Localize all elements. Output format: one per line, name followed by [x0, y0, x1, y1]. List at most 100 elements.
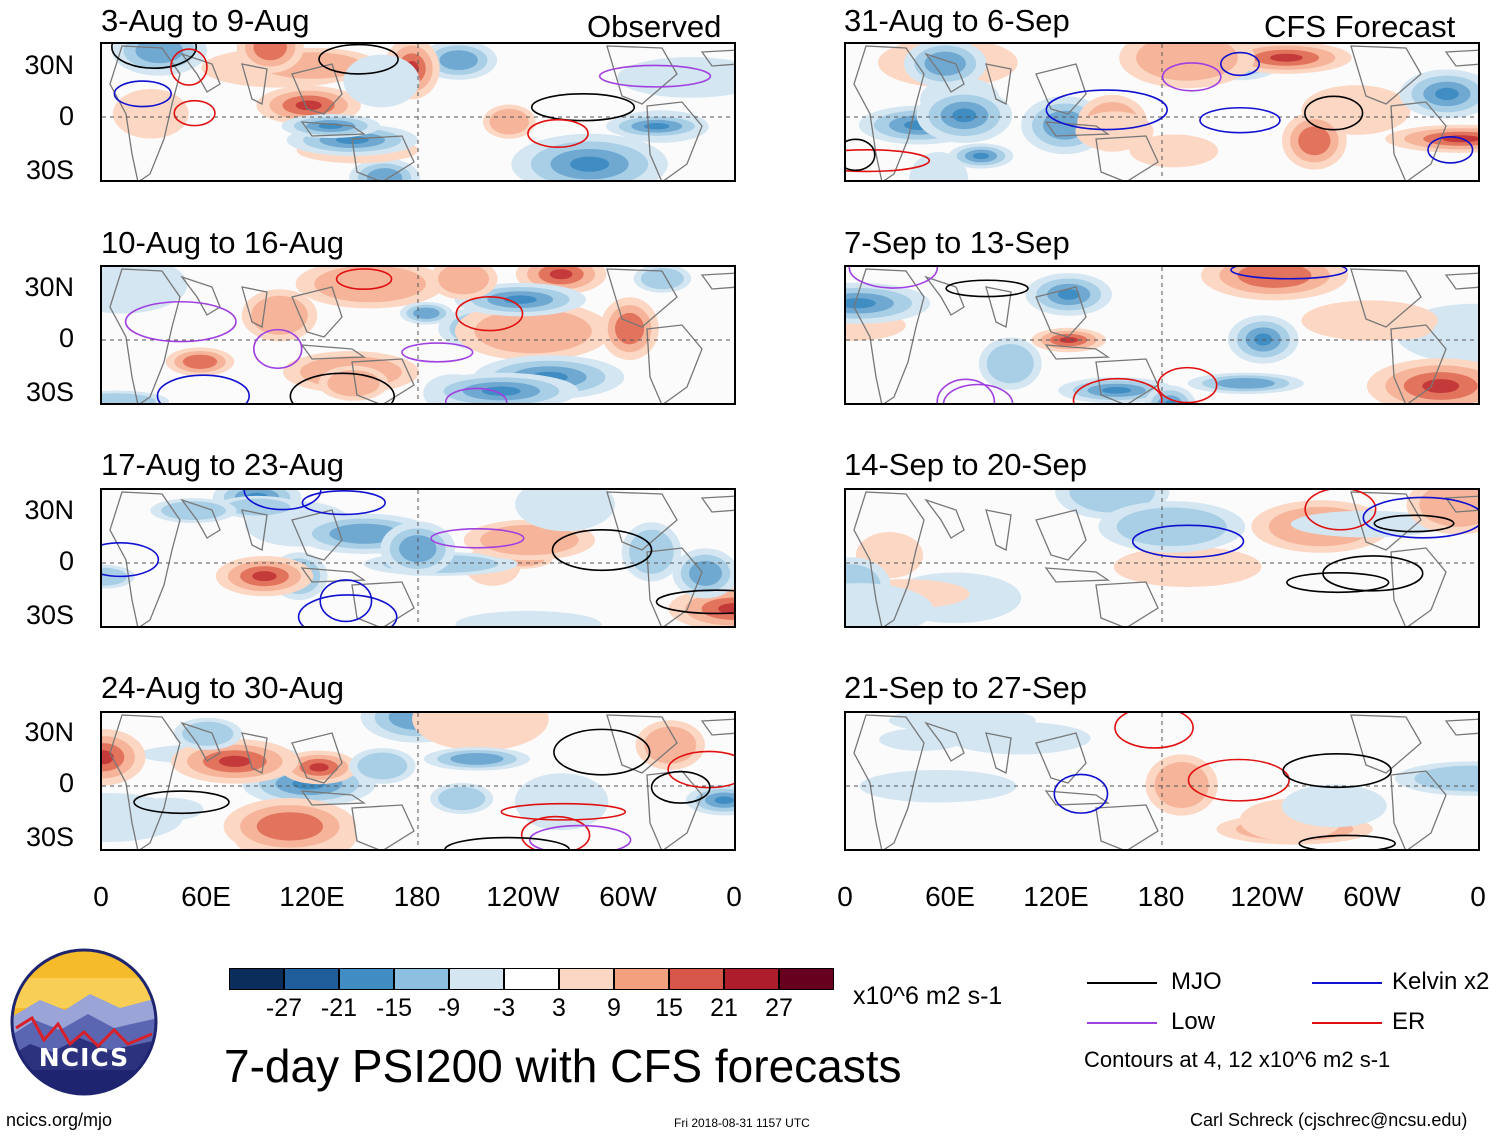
negative-anomaly-shade: [617, 57, 734, 98]
psi200-map: [846, 490, 1478, 626]
lat-label-30n: 30N: [24, 717, 74, 747]
coastline: [300, 344, 367, 360]
panel-title-obs-1: 3-Aug to 9-Aug: [101, 3, 310, 38]
positive-anomaly-shade: [549, 269, 573, 280]
colorbar-swatch: [724, 968, 779, 990]
positive-anomaly-shade: [1419, 490, 1478, 527]
forecast-label: CFS Forecast: [1264, 9, 1456, 44]
positive-anomaly-shade: [438, 267, 489, 295]
coastline: [985, 63, 1012, 105]
lon-label-180: 180: [393, 881, 441, 912]
wave-contour: [1161, 62, 1222, 92]
wave-contour: [1072, 377, 1163, 403]
negative-anomaly-shade: [644, 123, 670, 130]
wave-contour: [253, 328, 303, 370]
negative-anomaly-shade: [450, 753, 504, 765]
negative-anomaly-shade: [439, 50, 478, 71]
contour-legend: MJO Kelvin x2 Low ER: [1087, 968, 1507, 1078]
positive-anomaly-shade: [718, 603, 734, 615]
colorbar-tick-label: -3: [492, 994, 516, 1022]
wave-contour: [1286, 571, 1390, 594]
coastline: [606, 714, 678, 774]
coastline: [1044, 121, 1111, 137]
negative-anomaly-shade: [413, 307, 440, 319]
panel-title-fc-3: 14-Sep to 20-Sep: [844, 447, 1088, 482]
coastline: [291, 732, 343, 784]
coastline: [300, 790, 367, 806]
negative-anomaly-shade: [972, 152, 990, 160]
legend-label-er: ER: [1392, 1008, 1426, 1035]
colorbar-swatch: [229, 968, 284, 990]
wave-contour: [1187, 758, 1290, 802]
positive-anomaly-shade: [701, 597, 734, 621]
coastline: [853, 714, 925, 849]
negative-anomaly-shade: [570, 156, 610, 172]
legend-line-low: [1087, 1022, 1157, 1024]
forecast-map-panel-3: [844, 488, 1480, 628]
forecast-map-panel-1: [844, 42, 1480, 182]
positive-anomaly-shade: [1154, 762, 1209, 808]
coastline: [646, 101, 703, 180]
coastline: [1350, 714, 1422, 774]
colorbar-swatch: [559, 968, 614, 990]
wave-contour: [289, 372, 395, 403]
negative-anomaly-shade: [455, 610, 602, 626]
wave-contour: [1131, 524, 1245, 559]
wave-contour: [444, 387, 508, 403]
positive-anomaly-shade: [1059, 336, 1078, 344]
negative-anomaly-shade: [1435, 87, 1459, 101]
positive-anomaly-shade: [1237, 267, 1312, 288]
coastline: [351, 804, 415, 849]
positive-anomaly-shade: [1422, 379, 1460, 393]
coastline: [291, 63, 343, 115]
colorbar-tick-label: -15: [375, 994, 413, 1022]
legend-label-mjo: MJO: [1171, 968, 1222, 995]
panel-title-fc-4: 21-Sep to 27-Sep: [844, 670, 1088, 705]
coastline: [985, 286, 1012, 328]
wave-contour: [598, 64, 712, 88]
coastline: [700, 49, 734, 67]
negative-anomaly-shade: [438, 786, 486, 811]
positive-anomaly-shade: [309, 763, 329, 772]
colorbar-tick-label: 3: [552, 994, 566, 1022]
positive-anomaly-shade: [1298, 126, 1331, 156]
colorbar-swatch: [394, 968, 449, 990]
negative-anomaly-shade: [1254, 333, 1273, 346]
ncics-url[interactable]: ncics.org/mjo: [6, 1110, 113, 1130]
observed-map-panel-4: [100, 711, 736, 851]
coastline: [1444, 272, 1478, 290]
positive-anomaly-shade: [1075, 111, 1154, 151]
coastline: [1444, 495, 1478, 513]
coastline: [1444, 718, 1478, 736]
wave-contour: [318, 44, 399, 75]
colorbar-tick-label: -21: [320, 994, 358, 1022]
wave-contour: [1304, 95, 1364, 131]
ncics-logo: NCICS: [10, 948, 158, 1096]
wave-contour: [1220, 51, 1260, 77]
positive-anomaly-shade: [256, 812, 324, 841]
coastline: [1095, 135, 1159, 180]
coastline: [109, 714, 181, 849]
wave-contour: [520, 815, 591, 849]
coastline: [924, 498, 965, 539]
coastline: [1044, 790, 1111, 806]
wave-contour: [848, 267, 939, 289]
coastline: [109, 268, 181, 403]
colorbar-swatch: [449, 968, 504, 990]
wave-contour: [846, 138, 876, 172]
lat-label-0: 0: [58, 323, 74, 353]
positive-anomaly-shade: [480, 524, 579, 556]
lat-label-30s: 30S: [25, 377, 74, 407]
colorbar: [229, 968, 834, 992]
coastline: [924, 275, 965, 316]
positive-anomaly-shade: [314, 267, 426, 303]
wave-contour: [942, 383, 1014, 403]
coastline: [924, 721, 965, 762]
wave-contour: [1045, 89, 1168, 131]
colorbar-swatch: [504, 968, 559, 990]
colorbar-swatch: [669, 968, 724, 990]
lat-label-30n: 30N: [24, 50, 74, 80]
wave-contour: [1230, 267, 1348, 280]
psi200-map: [846, 713, 1478, 849]
wave-contour: [111, 44, 197, 70]
